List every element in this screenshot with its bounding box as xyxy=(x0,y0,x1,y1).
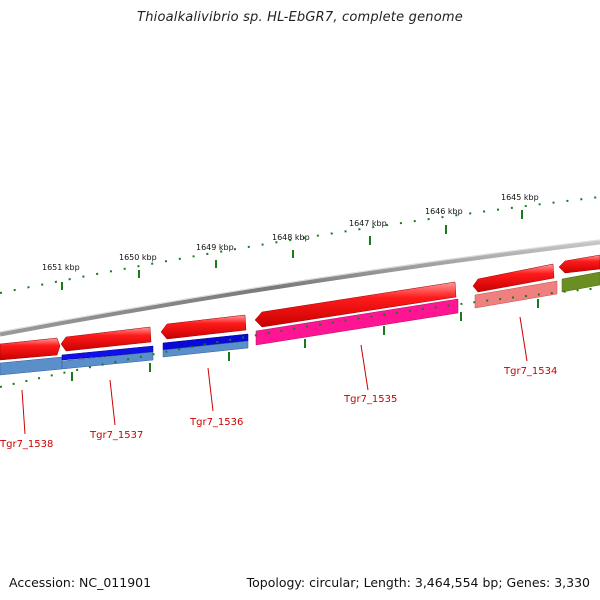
kbp-label-1647: 1647 kbp xyxy=(349,219,387,228)
minor-tick-ring xyxy=(0,287,600,388)
gene-bar-next xyxy=(561,271,600,293)
cds-track xyxy=(0,254,600,361)
cds-arrow xyxy=(60,326,152,352)
gene-bar-tgr7-1534 xyxy=(474,280,558,309)
gene-label-tgr7-1537[interactable]: Tgr7_1537 xyxy=(89,430,143,441)
gene-label-tgr7-1534[interactable]: Tgr7_1534 xyxy=(503,366,557,377)
kbp-ruler xyxy=(0,196,600,294)
cds-arrow xyxy=(558,254,600,274)
kbp-label-1650: 1650 kbp xyxy=(119,253,157,262)
cds-arrow xyxy=(472,263,555,293)
cds-arrow xyxy=(160,314,247,340)
gene-track xyxy=(0,271,600,376)
gene-bar-tgr7-1536-lower xyxy=(162,340,249,358)
gene-label-group-1536[interactable]: Tgr7_1536 xyxy=(189,367,243,428)
map-title: Thioalkalivibrio sp. HL-EbGR7, complete … xyxy=(137,10,463,25)
gene-label-tgr7-1538[interactable]: Tgr7_1538 xyxy=(0,439,53,450)
gene-label-tgr7-1536[interactable]: Tgr7_1536 xyxy=(189,417,243,428)
kbp-label-1645: 1645 kbp xyxy=(501,193,539,202)
gene-label-group-1535[interactable]: Tgr7_1535 xyxy=(343,344,397,405)
kbp-label-1648: 1648 kbp xyxy=(272,233,310,242)
kbp-tick-1645: 1645 kbp xyxy=(501,193,539,219)
gene-label-group-1534[interactable]: Tgr7_1534 xyxy=(503,316,557,377)
kbp-label-1649: 1649 kbp xyxy=(196,243,234,252)
gene-label-group-1537[interactable]: Tgr7_1537 xyxy=(89,379,143,441)
accession-text: Accession: NC_011901 xyxy=(9,575,152,590)
kbp-tick-1650: 1650 kbp xyxy=(119,253,157,278)
kbp-tick-1648: 1648 kbp xyxy=(272,233,310,258)
gene-bar-tgr7-1538 xyxy=(0,356,63,376)
kbp-tick-1651: 1651 kbp xyxy=(42,263,80,290)
genome-backbone xyxy=(0,239,600,337)
gene-label-tgr7-1535[interactable]: Tgr7_1535 xyxy=(343,394,397,405)
gene-bar-tgr7-1535 xyxy=(255,298,459,346)
kbp-tick-1649: 1649 kbp xyxy=(196,243,234,268)
gene-label-group-1538[interactable]: Tgr7_1538 xyxy=(0,389,53,450)
cds-arrow xyxy=(254,281,457,328)
kbp-label-1651: 1651 kbp xyxy=(42,263,80,272)
kbp-tick-1647: 1647 kbp xyxy=(349,219,387,245)
gene-bar-tgr7-1537-lower xyxy=(61,351,154,370)
kbp-tick-1646: 1646 kbp xyxy=(425,207,463,234)
cds-arrow xyxy=(0,337,61,361)
genome-summary-text: Topology: circular; Length: 3,464,554 bp… xyxy=(246,575,590,590)
kbp-label-1646: 1646 kbp xyxy=(425,207,463,216)
